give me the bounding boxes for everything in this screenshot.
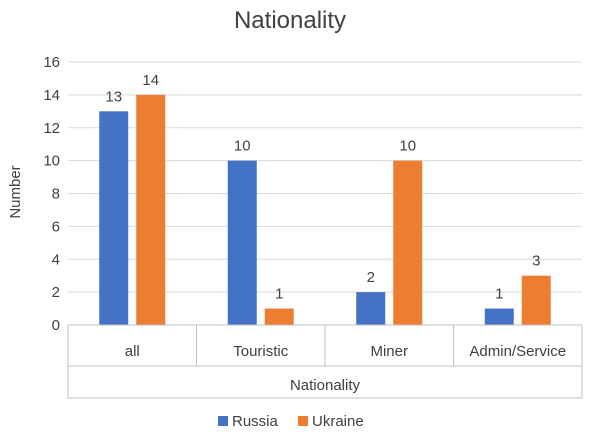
bar-russia-all [99, 111, 129, 325]
x-category-label: Admin/Service [469, 343, 566, 360]
data-label: 14 [142, 72, 159, 89]
bar-ukraine-admin-service [521, 275, 551, 325]
data-label: 13 [105, 88, 122, 105]
y-tick-label: 0 [52, 317, 60, 334]
y-tick-label: 8 [52, 186, 60, 203]
y-tick-label: 2 [52, 284, 60, 301]
y-axis-title: Number [7, 165, 24, 218]
y-tick-label: 14 [43, 87, 60, 104]
legend: Russia Ukraine [218, 413, 364, 430]
bar-ukraine-miner [393, 160, 423, 325]
legend-label: Russia [232, 413, 279, 430]
x-axis: all Touristic Miner Admin/Service [67, 324, 583, 399]
y-axis-ticks: 0 2 4 6 8 10 12 14 16 [43, 54, 60, 334]
data-label: 2 [367, 269, 375, 286]
legend-swatch-ukraine [298, 416, 308, 426]
x-category-label: all [125, 343, 140, 360]
data-label: 3 [532, 253, 540, 270]
bar-russia-touristic [227, 160, 257, 325]
y-tick-label: 16 [43, 54, 60, 71]
y-tick-label: 4 [52, 251, 60, 268]
bar-ukraine-all [136, 94, 166, 325]
data-label: 1 [495, 286, 503, 303]
data-label: 1 [275, 286, 283, 303]
bar-ukraine-touristic [264, 308, 294, 325]
y-tick-label: 6 [52, 218, 60, 235]
bars [99, 94, 551, 325]
legend-label: Ukraine [312, 413, 364, 430]
chart-title: Nationality [234, 7, 346, 34]
x-category-label: Touristic [233, 343, 289, 360]
data-label: 10 [399, 138, 416, 155]
x-axis-title: Nationality [290, 377, 361, 394]
bar-russia-miner [356, 292, 386, 325]
data-label: 10 [234, 138, 251, 155]
x-category-label: Miner [370, 343, 408, 360]
bar-russia-admin-service [484, 308, 514, 325]
y-tick-label: 12 [43, 120, 60, 137]
legend-swatch-russia [218, 416, 228, 426]
y-tick-label: 10 [43, 153, 60, 170]
